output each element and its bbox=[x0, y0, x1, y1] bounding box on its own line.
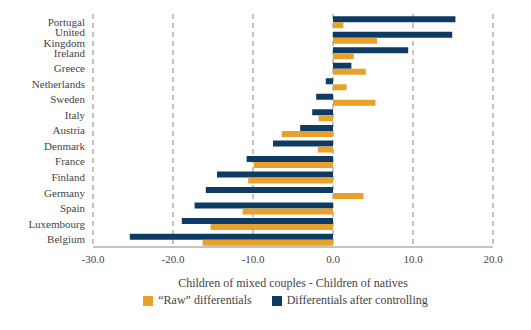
svg-text:Netherlands: Netherlands bbox=[32, 78, 85, 90]
svg-text:Belgium: Belgium bbox=[47, 233, 85, 245]
svg-text:Ireland: Ireland bbox=[54, 47, 86, 59]
svg-text:Children of mixed couples - Ch: Children of mixed couples - Children of … bbox=[178, 276, 408, 290]
svg-text:0.0: 0.0 bbox=[326, 253, 340, 265]
html-text:Differentials after controllin: Differentials after controlling bbox=[286, 293, 428, 307]
svg-text:-30.0: -30.0 bbox=[82, 253, 105, 265]
svg-text:Italy: Italy bbox=[65, 109, 86, 121]
svg-text:Sweden: Sweden bbox=[50, 93, 85, 105]
svg-text:Portugal: Portugal bbox=[47, 15, 85, 28]
svg-text:Finland: Finland bbox=[51, 171, 85, 183]
svg-text:Germany: Germany bbox=[44, 187, 85, 199]
svg-text:Denmark: Denmark bbox=[44, 140, 85, 152]
svg-text:Spain: Spain bbox=[60, 202, 86, 214]
svg-text:Greece: Greece bbox=[54, 62, 85, 74]
svg-text:France: France bbox=[55, 155, 85, 167]
svg-text:-20.0: -20.0 bbox=[162, 253, 185, 265]
svg-text:Luxembourg: Luxembourg bbox=[28, 218, 85, 230]
html-text:“Raw” differentials: “Raw” differentials bbox=[158, 293, 252, 307]
svg-text:Austria: Austria bbox=[53, 124, 86, 136]
svg-text:20.0: 20.0 bbox=[483, 253, 503, 265]
svg-text:-10.0: -10.0 bbox=[242, 253, 265, 265]
svg-text:10.0: 10.0 bbox=[403, 253, 423, 265]
svg-text:UnitedKingdom: UnitedKingdom bbox=[43, 26, 85, 49]
